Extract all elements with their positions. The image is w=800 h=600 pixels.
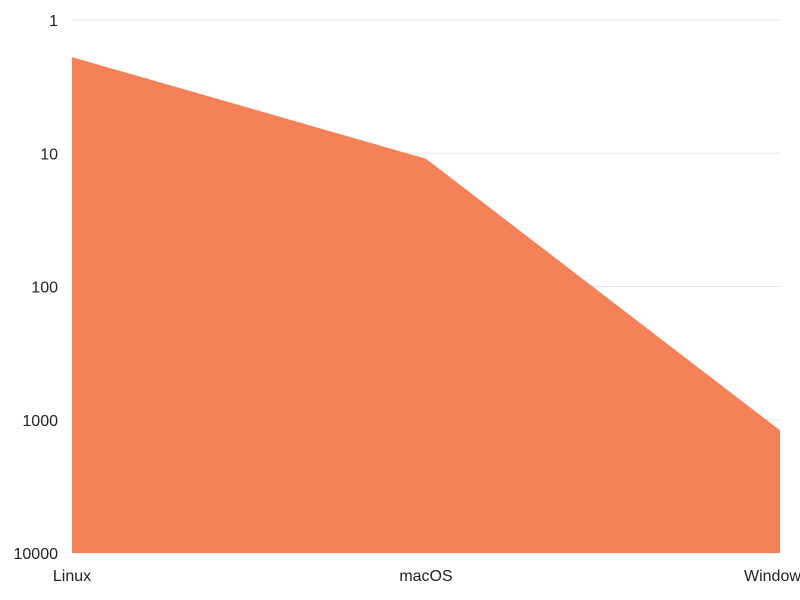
y-axis: 1 10 100 1000 10000 xyxy=(14,13,59,563)
x-axis: Linux macOS Windows xyxy=(53,568,800,585)
area-series xyxy=(72,57,780,553)
y-tick-label: 10000 xyxy=(14,546,59,563)
area-fill xyxy=(72,57,780,553)
x-tick-label-linux: Linux xyxy=(53,568,91,585)
y-tick-label: 1000 xyxy=(22,413,58,430)
x-tick-label-macos: macOS xyxy=(399,568,452,585)
y-tick-label: 100 xyxy=(31,280,58,297)
y-tick-label: 10 xyxy=(40,146,58,163)
x-tick-label-windows: Windows xyxy=(744,568,800,585)
y-tick-label: 1 xyxy=(49,13,58,30)
